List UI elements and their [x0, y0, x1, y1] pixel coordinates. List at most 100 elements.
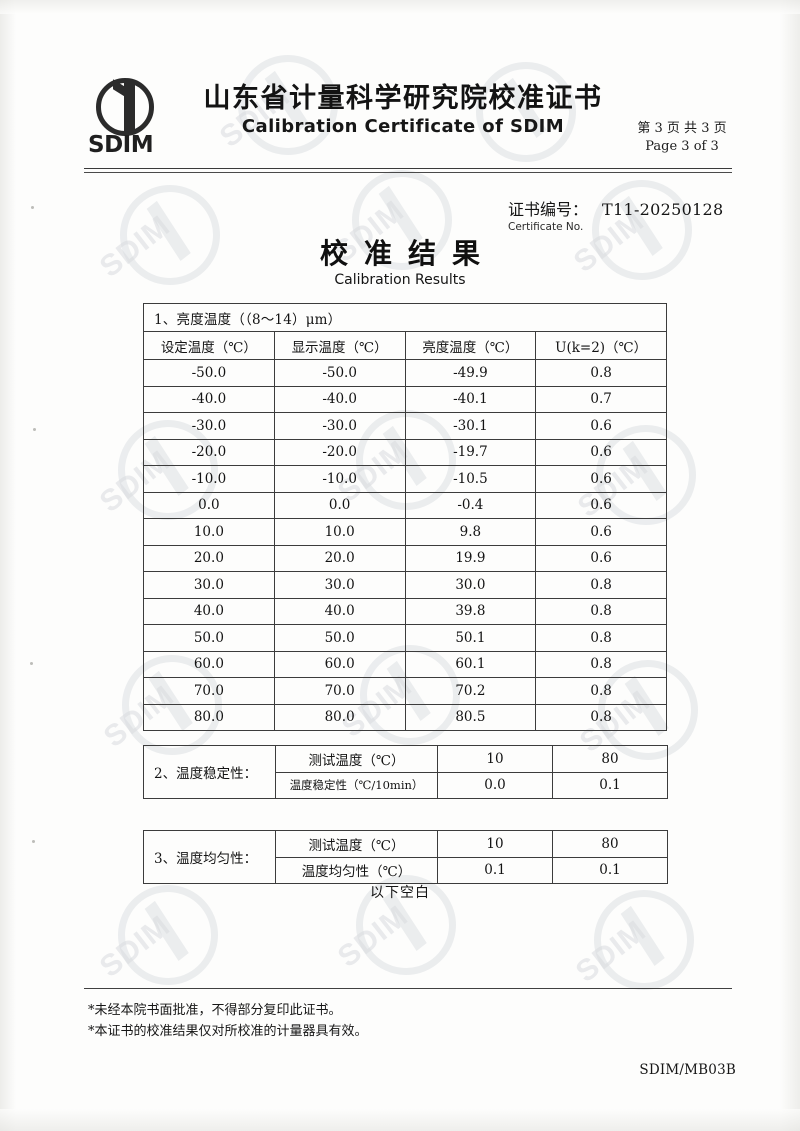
cell-brightness-temp: -40.1: [404, 385, 537, 413]
logo-numeral-one-icon: [124, 81, 135, 133]
cell-test-temp-2: 80: [552, 745, 668, 773]
cell-set-temp: 80.0: [143, 703, 275, 731]
cell-brightness-temp: 60.1: [404, 650, 537, 678]
brightness-temperature-table-body: 1、亮度温度（（8～14）μm） 设定温度（℃） 显示温度（℃） 亮度温度（℃）…: [143, 303, 667, 731]
table-section-heading-row: 1、亮度温度（（8～14）μm）: [143, 303, 667, 332]
cell-set-temp: 40.0: [143, 597, 275, 625]
cell-uncertainty: 0.6: [535, 465, 667, 493]
cell-display-temp: 0.0: [273, 491, 406, 519]
table-row: 0.0 0.0 -0.4 0.6: [143, 491, 667, 519]
cell-display-temp: 30.0: [273, 571, 406, 599]
cell-set-temp: 60.0: [143, 650, 275, 678]
cell-display-temp: -10.0: [273, 465, 406, 493]
brightness-temperature-table: 1、亮度温度（（8～14）μm） 设定温度（℃） 显示温度（℃） 亮度温度（℃）…: [143, 303, 667, 731]
table-row: -20.0 -20.0 -19.7 0.6: [143, 438, 667, 466]
page-number-en: Page 3 of 3: [645, 138, 719, 154]
table-row: 20.0 20.0 19.9 0.6: [143, 544, 667, 572]
cell-brightness-temp: -30.1: [404, 412, 537, 440]
cell-display-temp: -20.0: [273, 438, 406, 466]
column-header-set-temp: 设定温度（℃）: [143, 331, 275, 360]
scan-speck: [33, 428, 36, 431]
cell-display-temp: 70.0: [273, 677, 406, 705]
param-test-temperature: 测试温度（℃）: [275, 745, 438, 773]
logo-wordmark: SDIM: [88, 132, 154, 158]
cell-test-temp-1: 10: [437, 830, 553, 858]
cell-brightness-temp: -0.4: [404, 491, 537, 519]
cell-set-temp: 0.0: [143, 491, 275, 519]
cell-display-temp: 20.0: [273, 544, 406, 572]
cell-brightness-temp: 80.5: [404, 703, 537, 731]
cell-set-temp: -30.0: [143, 412, 275, 440]
cell-set-temp: -40.0: [143, 385, 275, 413]
cell-brightness-temp: 9.8: [404, 518, 537, 546]
header-divider: [84, 168, 732, 173]
cell-set-temp: 30.0: [143, 571, 275, 599]
table-row: 温度稳定性（℃/10min） 0.0 0.1: [144, 771, 668, 799]
column-header-brightness-temp: 亮度温度（℃）: [404, 331, 537, 360]
cell-set-temp: 50.0: [143, 624, 275, 652]
blank-below-note: 以下空白: [370, 885, 430, 901]
cell-set-temp: -20.0: [143, 438, 275, 466]
certificate-number-value: T11-20250128: [602, 200, 724, 219]
cell-uncertainty: 0.6: [535, 544, 667, 572]
cell-uncertainty: 0.8: [535, 624, 667, 652]
results-title-en: Calibration Results: [334, 272, 466, 288]
table-row: 80.0 80.0 80.5 0.8: [143, 703, 667, 731]
cell-set-temp: 20.0: [143, 544, 275, 572]
cell-uncertainty: 0.8: [535, 359, 667, 387]
cell-uncertainty: 0.7: [535, 385, 667, 413]
cell-display-temp: 60.0: [273, 650, 406, 678]
footer-divider: [84, 988, 732, 989]
cell-brightness-temp: 50.1: [404, 624, 537, 652]
temperature-stability-table: 2、温度稳定性： 测试温度（℃） 10 80 温度稳定性（℃/10min） 0.…: [143, 745, 668, 799]
cell-brightness-temp: -19.7: [404, 438, 537, 466]
footer-note-2: *本证书的校准结果仅对所校准的计量器具有效。: [88, 1024, 368, 1040]
form-code: SDIM/MB03B: [639, 1062, 736, 1078]
table-row: 60.0 60.0 60.1 0.8: [143, 650, 667, 678]
footer-note-1: *未经本院书面批准，不得部分复印此证书。: [88, 1003, 342, 1018]
cell-display-temp: 80.0: [273, 703, 406, 731]
scan-edge-left: [0, 0, 16, 1131]
cell-uniformity-1: 0.1: [437, 856, 553, 884]
cell-brightness-temp: -49.9: [404, 359, 537, 387]
table-row: -40.0 -40.0 -40.1 0.7: [143, 385, 667, 413]
scan-speck: [32, 840, 35, 843]
document-header: SDIM 山东省计量科学研究院校准证书 Calibration Certific…: [88, 76, 736, 158]
table-row: -30.0 -30.0 -30.1 0.6: [143, 412, 667, 440]
page-number: 第 3 页 共 3 页 Page 3 of 3: [628, 120, 736, 155]
cell-display-temp: -40.0: [273, 385, 406, 413]
cell-uncertainty: 0.6: [535, 491, 667, 519]
cell-set-temp: -10.0: [143, 465, 275, 493]
section1-heading: 1、亮度温度（（8～14）μm）: [143, 303, 667, 332]
cell-test-temp-2: 80: [552, 830, 668, 858]
cell-set-temp: 10.0: [143, 518, 275, 546]
scan-speck: [30, 662, 33, 665]
column-header-display-temp: 显示温度（℃）: [273, 331, 406, 360]
temperature-uniformity-table: 3、温度均匀性： 测试温度（℃） 10 80 温度均匀性（℃） 0.1 0.1: [143, 830, 668, 884]
table-row: -50.0 -50.0 -49.9 0.8: [143, 359, 667, 387]
page-title-en: Calibration Certificate of SDIM: [241, 116, 565, 137]
cell-uncertainty: 0.8: [535, 571, 667, 599]
cell-display-temp: 50.0: [273, 624, 406, 652]
table-header-row: 设定温度（℃） 显示温度（℃） 亮度温度（℃） U(k=2)（℃）: [143, 331, 667, 360]
cell-display-temp: 40.0: [273, 597, 406, 625]
table-row: 70.0 70.0 70.2 0.8: [143, 677, 667, 705]
table-row: -10.0 -10.0 -10.5 0.6: [143, 465, 667, 493]
table-row: 2、温度稳定性： 测试温度（℃） 10 80: [143, 745, 668, 799]
scan-edge-top: [0, 0, 800, 14]
page-number-cn: 第 3 页 共 3 页: [637, 121, 727, 136]
param-test-temperature: 测试温度（℃）: [275, 830, 438, 858]
table-row: 10.0 10.0 9.8 0.6: [143, 518, 667, 546]
table-row: 40.0 40.0 39.8 0.8: [143, 597, 667, 625]
cell-stability-1: 0.0: [437, 771, 553, 799]
cell-uncertainty: 0.8: [535, 677, 667, 705]
section2-label: 2、温度稳定性：: [143, 745, 276, 799]
cell-brightness-temp: 30.0: [404, 571, 537, 599]
cell-uncertainty: 0.6: [535, 518, 667, 546]
temperature-uniformity-table-body: 3、温度均匀性： 测试温度（℃） 10 80 温度均匀性（℃） 0.1 0.1: [143, 830, 668, 884]
cell-uncertainty: 0.6: [535, 412, 667, 440]
param-stability: 温度稳定性（℃/10min）: [275, 771, 438, 799]
table-row: 50.0 50.0 50.1 0.8: [143, 624, 667, 652]
sdim-logo: SDIM: [88, 78, 172, 158]
cell-test-temp-1: 10: [437, 745, 553, 773]
